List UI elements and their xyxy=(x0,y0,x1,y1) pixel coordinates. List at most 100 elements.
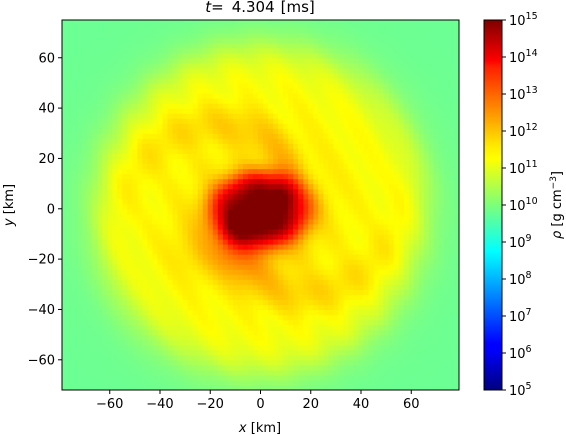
heatmap-cell xyxy=(348,52,355,59)
heatmap-cell xyxy=(268,98,274,104)
heatmap-cell xyxy=(393,319,400,326)
heatmap-cell xyxy=(177,198,184,205)
heatmap-cell xyxy=(167,208,174,215)
heatmap-cell xyxy=(227,238,234,245)
heatmap-cell xyxy=(388,198,395,205)
heatmap-cell xyxy=(303,324,309,331)
heatmap-cell xyxy=(398,339,405,346)
heatmap-cell xyxy=(257,168,264,175)
heatmap-cell xyxy=(187,37,194,44)
heatmap-cell xyxy=(127,374,133,381)
heatmap-cell xyxy=(122,87,128,94)
heatmap-cell xyxy=(378,62,385,69)
heatmap-cell xyxy=(313,148,319,154)
heatmap-cell xyxy=(373,289,380,295)
heatmap-cell xyxy=(252,42,259,49)
heatmap-cell xyxy=(252,98,259,104)
heatmap-cell xyxy=(268,42,274,49)
heatmap-cell xyxy=(77,118,83,124)
heatmap-cell xyxy=(288,67,294,74)
heatmap-cell xyxy=(398,284,405,290)
heatmap-cell xyxy=(127,314,133,321)
heatmap-cell xyxy=(257,334,264,341)
heatmap-cell xyxy=(212,178,219,185)
heatmap-cell xyxy=(177,20,184,24)
heatmap-cell xyxy=(97,103,103,109)
heatmap-cell xyxy=(67,379,73,386)
heatmap-cell xyxy=(298,62,304,69)
heatmap-cell xyxy=(117,72,123,79)
heatmap-cell xyxy=(177,334,184,341)
heatmap-cell xyxy=(353,158,360,165)
heatmap-cell xyxy=(82,113,88,119)
heatmap-cell xyxy=(167,77,174,84)
heatmap-cell xyxy=(368,183,375,190)
heatmap-cell xyxy=(202,20,209,24)
heatmap-cell xyxy=(207,228,214,235)
heatmap-cell xyxy=(333,299,339,306)
heatmap-cell xyxy=(328,339,334,346)
heatmap-cell xyxy=(283,22,289,29)
heatmap-cell xyxy=(283,324,289,331)
heatmap-cell xyxy=(388,103,395,109)
heatmap-cell xyxy=(192,113,199,119)
heatmap-cell xyxy=(137,52,144,59)
heatmap-cell xyxy=(308,339,314,346)
heatmap-cell xyxy=(348,309,355,316)
heatmap-cell xyxy=(162,20,169,24)
heatmap-cell xyxy=(147,299,154,306)
heatmap-cell xyxy=(348,183,355,190)
heatmap-cell xyxy=(293,32,299,39)
heatmap-cell xyxy=(237,22,244,29)
heatmap-cell xyxy=(353,163,360,170)
heatmap-cell xyxy=(182,168,189,175)
heatmap-cell xyxy=(192,148,199,154)
heatmap-cell xyxy=(373,178,380,185)
heatmap-cell xyxy=(152,264,159,270)
heatmap-cell xyxy=(182,158,189,165)
heatmap-cell xyxy=(127,113,133,119)
heatmap-cell xyxy=(338,82,345,89)
heatmap-cell xyxy=(222,198,229,205)
heatmap-cell xyxy=(137,47,144,54)
heatmap-cell xyxy=(252,193,259,200)
heatmap-cell xyxy=(162,359,169,366)
heatmap-cell xyxy=(202,324,209,331)
heatmap-cell xyxy=(222,123,229,129)
heatmap-cell xyxy=(373,42,380,49)
heatmap-cell xyxy=(353,108,360,114)
heatmap-cell xyxy=(222,213,229,220)
heatmap-cell xyxy=(293,103,299,109)
heatmap-cell xyxy=(172,309,179,316)
heatmap-cell xyxy=(237,274,244,280)
heatmap-cell xyxy=(152,193,159,200)
heatmap-cell xyxy=(142,148,149,154)
heatmap-cell xyxy=(273,163,279,170)
heatmap-cell xyxy=(393,384,400,390)
heatmap-cell xyxy=(87,22,93,29)
heatmap-cell xyxy=(157,103,164,109)
heatmap-cell xyxy=(142,163,149,170)
heatmap-cell xyxy=(142,193,149,200)
heatmap-cell xyxy=(293,20,299,24)
heatmap-cell xyxy=(122,103,128,109)
heatmap-cell xyxy=(257,178,264,185)
heatmap-cell xyxy=(107,123,113,129)
heatmap-cell xyxy=(67,37,73,44)
heatmap-cell xyxy=(263,37,269,44)
heatmap-cell xyxy=(167,37,174,44)
heatmap-cell xyxy=(132,22,138,29)
heatmap-cell xyxy=(222,37,229,44)
heatmap-cell xyxy=(358,314,365,321)
heatmap-cell xyxy=(212,354,219,361)
heatmap-cell xyxy=(293,329,299,336)
heatmap-cell xyxy=(87,314,93,321)
heatmap-cell xyxy=(127,103,133,109)
heatmap-cell xyxy=(217,299,224,306)
heatmap-cell xyxy=(343,27,350,34)
heatmap-cell xyxy=(378,324,385,331)
heatmap-cell xyxy=(112,228,118,235)
heatmap-cell xyxy=(247,148,254,154)
heatmap-cell xyxy=(102,264,108,270)
heatmap-cell xyxy=(172,228,179,235)
